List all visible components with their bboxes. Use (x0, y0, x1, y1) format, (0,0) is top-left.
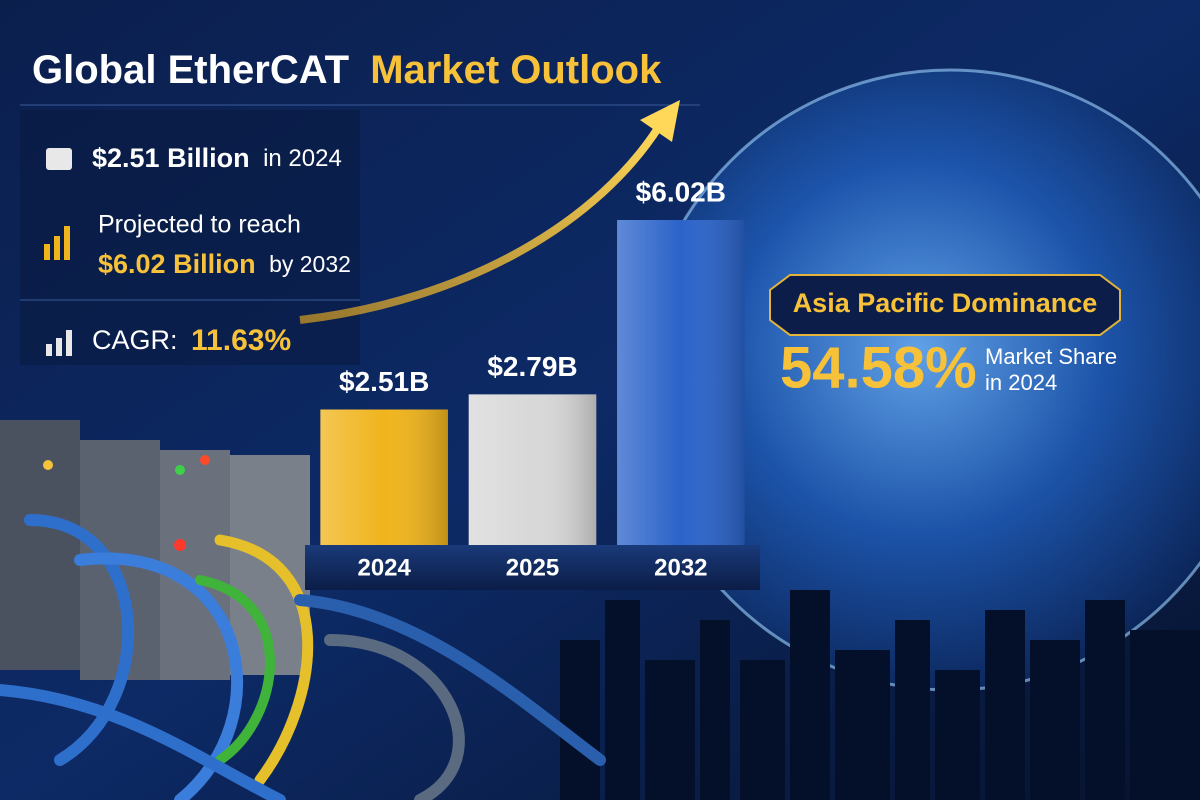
callout-title: Asia Pacific Dominance (793, 288, 1098, 318)
equipment (0, 420, 310, 680)
bar-gloss (468, 394, 597, 545)
value-label: $2.79B (487, 351, 577, 382)
growth-icon (44, 226, 70, 260)
growth-arrow (299, 122, 664, 324)
stat-size: $2.51 Billion in 2024 (92, 143, 342, 173)
cagr-icon (46, 330, 72, 356)
stat-projection-amount: $6.02 Billion (98, 249, 256, 279)
globe (640, 70, 1200, 690)
cables (0, 514, 606, 800)
stat-projection: $6.02 Billion by 2032 (98, 249, 351, 279)
stat-amount: $2.51 Billion (92, 143, 250, 173)
bar-chart: $2.51B 2024 $2.79B 2025 $6.02B 2032 (320, 176, 745, 581)
stat-projection-year: by 2032 (269, 251, 351, 277)
skyline (560, 590, 1200, 800)
callout-banner (769, 274, 1121, 336)
callout-year: in 2024 (985, 370, 1057, 395)
title: Global EtherCAT Market Outlook (32, 48, 662, 92)
title-accent: Market Outlook (370, 48, 662, 92)
bar-gloss (617, 220, 745, 545)
category-label: 2032 (654, 554, 707, 581)
value-label: $6.02B (636, 176, 726, 207)
category-label: 2025 (506, 554, 559, 581)
stat-projection-lead: Projected to reach (98, 211, 301, 239)
title-lead: Global EtherCAT (32, 48, 349, 92)
bar-gloss (320, 409, 448, 545)
category-band (305, 545, 760, 590)
cagr-value: 11.63% (191, 324, 291, 357)
growth-arrow-head (640, 100, 680, 142)
money-icon (46, 148, 72, 170)
callout-value: 54.58% (780, 335, 977, 400)
category-label: 2024 (357, 554, 411, 581)
value-label: $2.51B (339, 366, 429, 397)
cagr-label: CAGR: (92, 325, 178, 355)
callout-label: Market Share (985, 344, 1117, 369)
stat-year: in 2024 (263, 145, 342, 172)
stat-cagr: CAGR: 11.63% (92, 324, 291, 357)
